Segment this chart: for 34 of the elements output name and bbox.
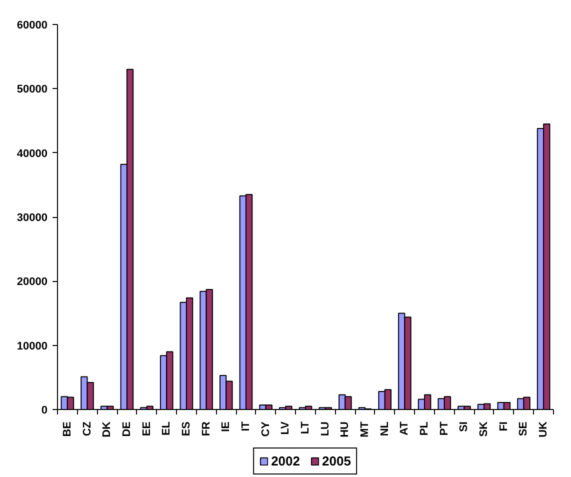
y-tick-label: 0 [41, 404, 48, 416]
legend-label: 2005 [322, 454, 351, 468]
x-tick-label: SE [518, 421, 530, 436]
x-tick-label: SK [478, 421, 490, 437]
x-tick-label: UK [538, 421, 550, 438]
x-tick-label: LV [280, 420, 292, 435]
x-tick-label: FI [498, 421, 510, 432]
x-tick-label: HU [339, 421, 352, 438]
x-tick-label: DE [120, 422, 133, 437]
x-tick-label: FR [200, 421, 212, 436]
x-tick-label: SI [458, 421, 470, 432]
x-tick-label: IE [220, 421, 232, 432]
x-tick-label: PL [418, 421, 431, 436]
x-tick-label: CZ [81, 421, 94, 436]
x-tick-label: IT [240, 421, 252, 432]
x-tick-label: AT [398, 421, 411, 436]
x-tick-label: MT [359, 421, 372, 438]
legend-label: 2002 [271, 454, 300, 468]
x-tick-label: NL [378, 421, 391, 436]
y-tick-label: 20000 [16, 276, 48, 288]
x-tick-label: EE [140, 421, 153, 436]
x-tick-label: ES [180, 421, 192, 436]
y-tick-label: 10000 [16, 340, 48, 352]
y-tick-label: 40000 [16, 148, 48, 160]
x-tick-label: PT [438, 421, 450, 436]
x-tick-label: LT [300, 421, 312, 434]
x-tick-label: BE [61, 422, 74, 437]
y-tick-label: 60000 [16, 20, 48, 32]
y-tick-label: 30000 [16, 212, 48, 224]
x-tick-label: EL [160, 421, 173, 436]
x-tick-label: DK [101, 421, 114, 438]
x-tick-label: CY [260, 420, 272, 437]
y-tick-label: 50000 [16, 84, 48, 96]
x-tick-label: LU [319, 421, 332, 436]
